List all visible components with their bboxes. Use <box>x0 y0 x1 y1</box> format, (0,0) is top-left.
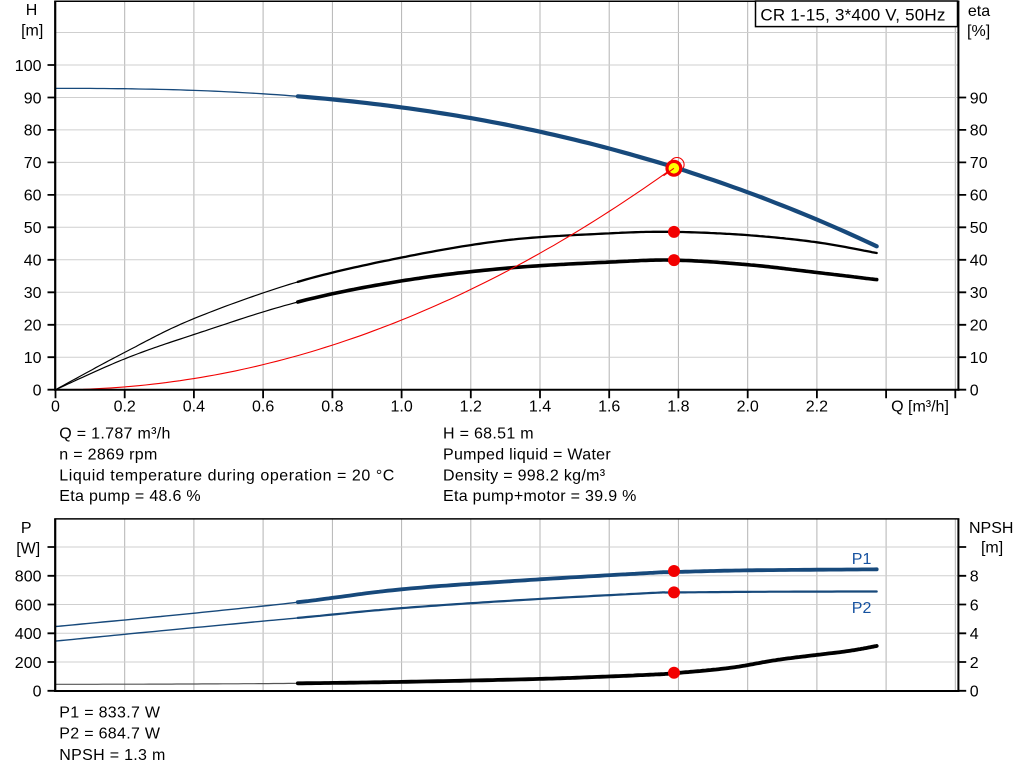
svg-text:400: 400 <box>15 626 42 643</box>
svg-text:20: 20 <box>970 318 988 335</box>
svg-text:1.2: 1.2 <box>460 398 482 415</box>
svg-text:0.2: 0.2 <box>114 398 136 415</box>
svg-text:2.0: 2.0 <box>737 398 759 415</box>
svg-text:Q = 1.787 m³/h: Q = 1.787 m³/h <box>59 426 170 443</box>
svg-text:0: 0 <box>970 383 979 400</box>
svg-text:[%]: [%] <box>967 23 990 40</box>
svg-text:800: 800 <box>15 569 42 586</box>
svg-text:30: 30 <box>970 285 988 302</box>
svg-text:60: 60 <box>24 188 42 205</box>
svg-text:0.8: 0.8 <box>321 398 343 415</box>
svg-text:200: 200 <box>15 655 42 672</box>
svg-text:50: 50 <box>24 220 42 237</box>
svg-text:30: 30 <box>24 285 42 302</box>
svg-text:NPSH: NPSH <box>969 520 1013 537</box>
svg-text:10: 10 <box>24 350 42 367</box>
svg-text:80: 80 <box>970 123 988 140</box>
svg-text:0: 0 <box>33 684 42 701</box>
svg-text:[W]: [W] <box>16 541 40 558</box>
svg-text:NPSH = 1.3 m: NPSH = 1.3 m <box>59 747 165 764</box>
svg-text:eta: eta <box>968 3 990 20</box>
svg-text:P: P <box>21 520 32 537</box>
svg-text:10: 10 <box>970 350 988 367</box>
svg-text:Eta pump = 48.6 %: Eta pump = 48.6 % <box>59 488 201 505</box>
svg-text:1.4: 1.4 <box>529 398 551 415</box>
svg-text:6: 6 <box>970 597 979 614</box>
svg-text:CR 1-15, 3*400 V, 50Hz: CR 1-15, 3*400 V, 50Hz <box>760 6 945 25</box>
svg-text:Density = 998.2 kg/m³: Density = 998.2 kg/m³ <box>443 467 606 484</box>
svg-text:n = 2869 rpm: n = 2869 rpm <box>59 446 157 463</box>
svg-text:40: 40 <box>24 253 42 270</box>
svg-text:0.4: 0.4 <box>183 398 205 415</box>
svg-text:8: 8 <box>970 569 979 586</box>
svg-text:0: 0 <box>33 383 42 400</box>
svg-text:90: 90 <box>970 90 988 107</box>
svg-text:P2 = 684.7 W: P2 = 684.7 W <box>59 726 161 743</box>
svg-text:0: 0 <box>970 684 979 701</box>
svg-text:40: 40 <box>970 253 988 270</box>
svg-text:[m]: [m] <box>981 539 1003 556</box>
svg-text:4: 4 <box>970 626 979 643</box>
svg-text:P1 = 833.7 W: P1 = 833.7 W <box>59 705 161 722</box>
svg-text:0.6: 0.6 <box>252 398 274 415</box>
svg-text:Pumped liquid = Water: Pumped liquid = Water <box>443 446 611 463</box>
svg-text:2.2: 2.2 <box>806 398 828 415</box>
svg-text:0: 0 <box>51 398 60 415</box>
svg-text:70: 70 <box>970 155 988 172</box>
svg-text:Q [m³/h]: Q [m³/h] <box>891 398 949 415</box>
svg-text:20: 20 <box>24 318 42 335</box>
svg-text:1.6: 1.6 <box>598 398 620 415</box>
svg-text:[m]: [m] <box>21 22 43 39</box>
svg-text:60: 60 <box>970 188 988 205</box>
svg-text:600: 600 <box>15 597 42 614</box>
svg-text:2: 2 <box>970 655 979 672</box>
svg-text:70: 70 <box>24 155 42 172</box>
svg-text:P2: P2 <box>852 600 872 617</box>
svg-text:80: 80 <box>24 123 42 140</box>
svg-text:1.8: 1.8 <box>667 398 689 415</box>
svg-text:Liquid temperature during oper: Liquid temperature during operation = 20… <box>59 467 395 484</box>
svg-text:H: H <box>26 2 38 19</box>
svg-text:Eta pump+motor = 39.9 %: Eta pump+motor = 39.9 % <box>443 488 637 505</box>
svg-text:1.0: 1.0 <box>390 398 412 415</box>
svg-text:P1: P1 <box>852 551 872 568</box>
svg-text:H = 68.51 m: H = 68.51 m <box>443 426 534 443</box>
svg-text:90: 90 <box>24 90 42 107</box>
svg-text:50: 50 <box>970 220 988 237</box>
svg-text:100: 100 <box>15 58 42 75</box>
